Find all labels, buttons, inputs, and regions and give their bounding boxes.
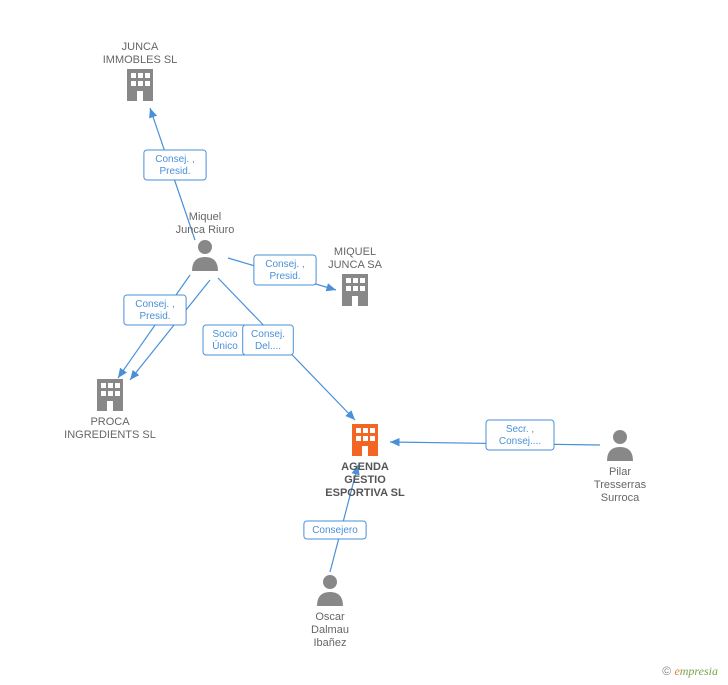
network-diagram: Consej. ,Presid.Consej. ,Presid.Consej. … [0,0,728,685]
person-icon [192,240,218,271]
edge [118,275,190,378]
edge-label: Consejero [312,525,358,536]
node-label: PROCA [90,416,130,428]
edge-label: Secr. , [506,424,534,435]
person-node[interactable]: OscarDalmauIbañez [311,575,349,649]
edge-label: Único [212,339,238,352]
node-label: Dalmau [311,624,349,636]
node-label: Miquel [189,211,221,223]
building-icon [352,424,378,456]
company-node[interactable]: MIQUELJUNCA SA [328,246,382,306]
node-label: GESTIO [344,474,386,486]
edge-label: Presid. [139,311,170,322]
edge-label: Socio [212,329,237,340]
node-label: JUNCA SA [328,259,382,271]
edge-label: Consej. , [155,154,194,165]
company-node-focal[interactable]: AGENDAGESTIOESPORTIVA SL [325,424,405,499]
building-icon [342,274,368,306]
node-label: Tresserras [594,479,647,491]
node-label: MIQUEL [334,246,376,258]
building-icon [97,379,123,411]
edge-label: Consej. , [135,299,174,310]
edge-label: Consej. , [265,259,304,270]
edge-label: Consej. [251,329,285,340]
node-label: ESPORTIVA SL [325,487,405,499]
brand-rest: mpresia [680,664,718,678]
person-icon [317,575,343,606]
edge-label: Presid. [159,166,190,177]
building-icon [127,69,153,101]
edge-label: Consej.... [499,436,541,447]
node-label: INGREDIENTS SL [64,429,156,441]
node-label: Oscar [315,611,345,623]
person-node[interactable]: MiquelJunca Riuro [176,211,235,271]
person-icon [607,430,633,461]
company-node[interactable]: PROCAINGREDIENTS SL [64,379,156,441]
node-label: Ibañez [313,637,346,649]
node-label: Surroca [601,492,640,504]
edge-label: Presid. [269,271,300,282]
node-label: Pilar [609,466,631,478]
person-node[interactable]: PilarTresserrasSurroca [594,430,647,504]
node-label: AGENDA [341,461,389,473]
company-node[interactable]: JUNCAIMMOBLES SL [103,41,178,101]
copyright-footer: © empresia [662,664,718,679]
node-label: Junca Riuro [176,224,235,236]
copyright-symbol: © [662,664,671,678]
node-label: JUNCA [122,41,159,53]
node-label: IMMOBLES SL [103,54,178,66]
edge-label: Del.... [255,341,281,352]
